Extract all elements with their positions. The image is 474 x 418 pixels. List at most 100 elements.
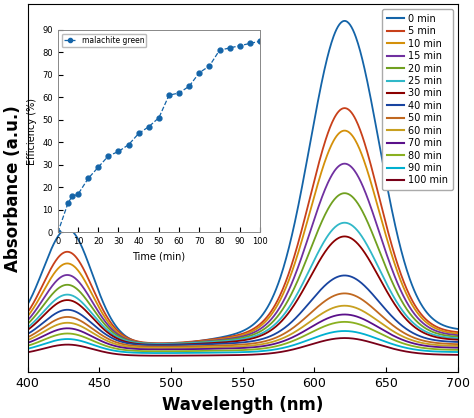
- Line: 70 min: 70 min: [27, 314, 458, 349]
- 0 min: [101, 301, 107, 306]
- 5 min: [136, 339, 141, 344]
- 25 min: [455, 336, 461, 341]
- 10 min: [25, 314, 30, 319]
- 90 min: [350, 329, 356, 334]
- 100 min: [25, 350, 30, 355]
- 15 min: [136, 340, 141, 345]
- 50 min: [279, 332, 285, 337]
- 70 min: [158, 347, 164, 352]
- Line: 80 min: 80 min: [27, 322, 458, 351]
- 0 min: [455, 326, 461, 331]
- 20 min: [25, 321, 30, 326]
- 100 min: [279, 349, 285, 354]
- 40 min: [350, 275, 356, 280]
- 90 min: [136, 350, 141, 355]
- Line: 0 min: 0 min: [27, 21, 458, 344]
- Line: 10 min: 10 min: [27, 130, 458, 344]
- Line: 5 min: 5 min: [27, 108, 458, 343]
- 15 min: [342, 161, 347, 166]
- 50 min: [101, 334, 107, 339]
- Line: 20 min: 20 min: [27, 193, 458, 344]
- 30 min: [157, 342, 163, 347]
- 15 min: [279, 301, 285, 306]
- 80 min: [220, 348, 226, 353]
- 80 min: [101, 343, 107, 348]
- 10 min: [455, 331, 461, 336]
- 5 min: [313, 173, 319, 178]
- 20 min: [342, 191, 347, 196]
- 30 min: [101, 327, 107, 332]
- Line: 50 min: 50 min: [27, 293, 458, 347]
- 10 min: [313, 189, 319, 194]
- 60 min: [350, 304, 356, 309]
- 40 min: [220, 341, 226, 346]
- 0 min: [342, 18, 347, 23]
- 10 min: [279, 294, 285, 299]
- Y-axis label: Absorbance (a.u.): Absorbance (a.u.): [4, 105, 22, 272]
- 80 min: [313, 328, 319, 333]
- Line: 90 min: 90 min: [27, 331, 458, 353]
- 40 min: [158, 343, 164, 348]
- 50 min: [313, 306, 319, 311]
- 15 min: [101, 317, 107, 322]
- 60 min: [25, 338, 30, 343]
- Line: 30 min: 30 min: [27, 237, 458, 345]
- 40 min: [136, 342, 141, 347]
- 50 min: [25, 335, 30, 340]
- 10 min: [220, 336, 226, 342]
- 60 min: [158, 345, 164, 350]
- 40 min: [101, 331, 107, 336]
- 90 min: [313, 335, 319, 340]
- 40 min: [455, 339, 461, 344]
- 15 min: [313, 212, 319, 217]
- 70 min: [220, 346, 226, 351]
- 50 min: [455, 342, 461, 347]
- 70 min: [25, 340, 30, 345]
- 0 min: [157, 342, 163, 347]
- 5 min: [279, 289, 285, 294]
- 40 min: [279, 327, 285, 332]
- 30 min: [279, 319, 285, 324]
- 15 min: [220, 337, 226, 342]
- 70 min: [101, 339, 107, 344]
- 20 min: [136, 340, 141, 345]
- 0 min: [313, 111, 319, 116]
- 70 min: [342, 312, 347, 317]
- 30 min: [220, 340, 226, 345]
- 0 min: [279, 270, 285, 275]
- 60 min: [136, 345, 141, 350]
- 50 min: [342, 291, 347, 296]
- 80 min: [350, 320, 356, 325]
- 25 min: [220, 339, 226, 344]
- 30 min: [25, 327, 30, 332]
- 5 min: [350, 112, 356, 117]
- 5 min: [342, 106, 347, 111]
- Line: 60 min: 60 min: [27, 306, 458, 348]
- 80 min: [136, 349, 141, 354]
- 70 min: [313, 322, 319, 327]
- 80 min: [279, 342, 285, 347]
- 5 min: [220, 335, 226, 340]
- 80 min: [342, 319, 347, 324]
- 30 min: [136, 342, 141, 347]
- 90 min: [101, 346, 107, 351]
- 90 min: [342, 329, 347, 334]
- 50 min: [350, 292, 356, 297]
- 90 min: [279, 346, 285, 351]
- Legend: 0 min, 5 min, 10 min, 15 min, 20 min, 25 min, 30 min, 40 min, 50 min, 60 min, 70: 0 min, 5 min, 10 min, 15 min, 20 min, 25…: [382, 9, 453, 190]
- 40 min: [313, 293, 319, 298]
- 5 min: [157, 341, 163, 346]
- 25 min: [25, 325, 30, 330]
- 100 min: [101, 349, 107, 354]
- 100 min: [350, 336, 356, 341]
- 0 min: [220, 334, 226, 339]
- 5 min: [101, 309, 107, 314]
- 90 min: [455, 349, 461, 354]
- 50 min: [158, 344, 164, 349]
- 20 min: [220, 338, 226, 343]
- 70 min: [455, 345, 461, 350]
- 30 min: [350, 237, 356, 242]
- X-axis label: Wavelength (nm): Wavelength (nm): [162, 396, 323, 414]
- 30 min: [455, 337, 461, 342]
- 0 min: [25, 302, 30, 307]
